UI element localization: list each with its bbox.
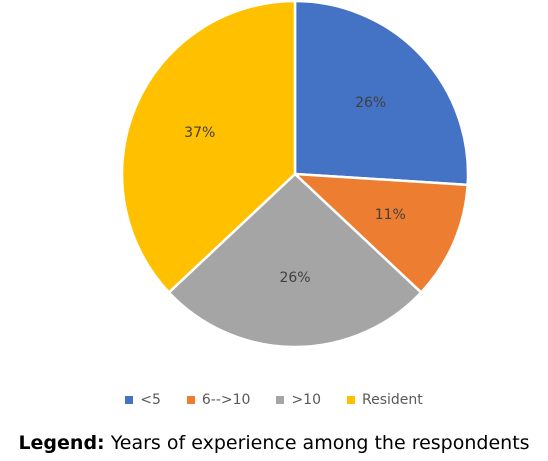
legend-label-1: 6-->10 (201, 392, 251, 408)
legend-item-2: >10 (276, 392, 321, 408)
legend-swatch-2 (276, 396, 285, 404)
legend-label-2: >10 (291, 392, 321, 408)
caption-text: Years of experience among the respondent… (104, 432, 530, 454)
chart-legend: <5 6-->10 >10 Resident (0, 392, 548, 408)
pie-slice-2 (167, 172, 423, 349)
pie-data-label-1: 11% (375, 207, 406, 223)
legend-item-1: 6-->10 (186, 392, 251, 408)
legend-swatch-1 (186, 396, 195, 404)
legend-swatch-3 (346, 396, 355, 404)
pie-data-label-2: 26% (279, 270, 310, 286)
pie-slice-1 (291, 172, 469, 295)
legend-item-0: <5 (125, 392, 161, 408)
pie-data-label-0: 26% (355, 95, 386, 111)
figure-caption: Legend: Years of experience among the re… (0, 432, 548, 454)
pie-slice-0 (293, 0, 470, 187)
caption-label: Legend: (18, 432, 105, 454)
pie-slices (120, 0, 470, 349)
pie-chart: 26% 11% 26% 37% (120, 0, 470, 349)
legend-item-3: Resident (346, 392, 423, 408)
pie-data-label-3: 37% (184, 125, 215, 141)
legend-swatch-0 (125, 396, 134, 404)
legend-label-3: Resident (361, 392, 423, 408)
pie-slice-3 (120, 0, 297, 295)
legend-label-0: <5 (140, 392, 161, 408)
pie-slice-labels: 26% 11% 26% 37% (184, 95, 406, 286)
